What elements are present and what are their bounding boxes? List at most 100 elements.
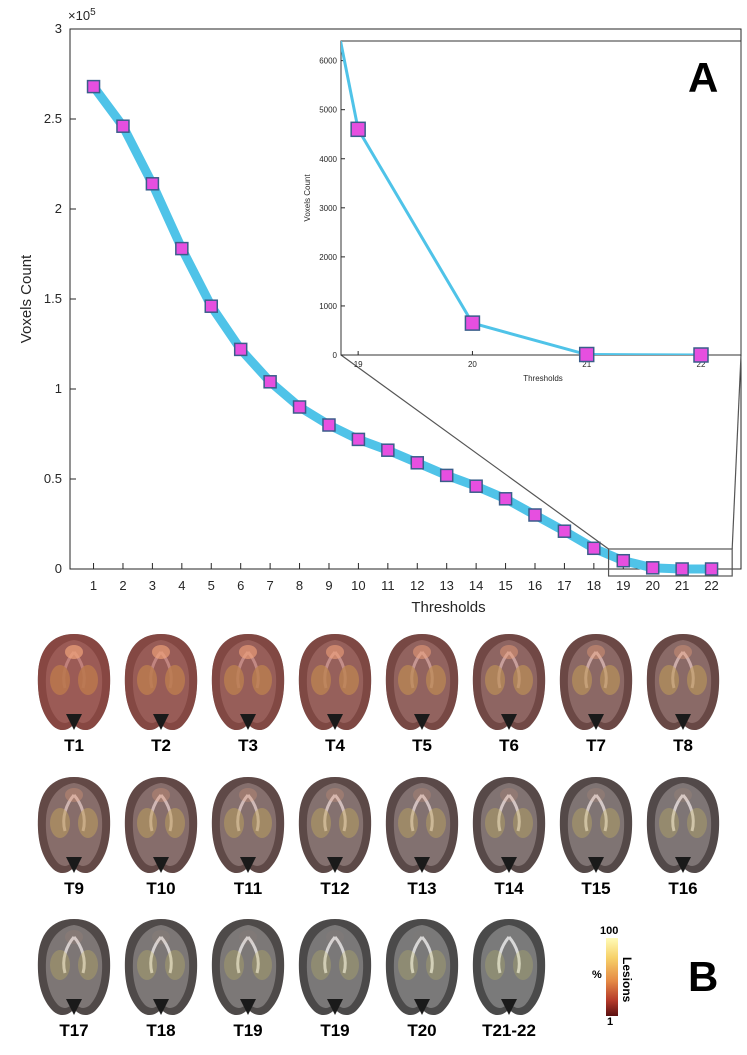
brain-slice-image [559, 777, 633, 874]
lesion-region-right [252, 808, 272, 838]
lesion-overlay [559, 634, 633, 731]
lesion-overlay [124, 919, 198, 1016]
frontal-lesion [326, 930, 344, 944]
y-tick-label: 0.5 [44, 471, 62, 486]
brain-thumbnail: T11 [205, 773, 291, 901]
frontal-lesion [587, 645, 605, 659]
thumbnail-label: T7 [586, 736, 606, 755]
gray-matter [480, 783, 538, 866]
colorbar-min-label: 1 [607, 1016, 614, 1028]
y-exponent-label: ×105 [68, 7, 96, 23]
data-point [175, 241, 189, 256]
x-tick-label: 11 [381, 578, 395, 593]
lesion-overlay [385, 634, 459, 731]
brainstem [66, 857, 82, 873]
frontal-lesion [152, 788, 170, 802]
lesion-region-right [600, 665, 620, 695]
lesion-region-left [398, 808, 418, 838]
data-point [86, 79, 101, 94]
frontal-lesion [65, 788, 83, 802]
lesion-overlay [298, 634, 372, 731]
brain-slice-image [124, 919, 198, 1016]
y-tick-label: 2 [55, 201, 62, 216]
brain-thumbnail: T15 [553, 773, 639, 901]
brainstem [501, 857, 517, 873]
ventricles [149, 794, 173, 832]
lesion-region-left [137, 808, 157, 838]
x-tick-label: 21 [675, 578, 689, 593]
thumbnail-label: T1 [64, 736, 84, 755]
brain-thumbnail: T14 [466, 773, 552, 901]
data-point [351, 432, 366, 447]
gray-matter [132, 783, 190, 866]
brainstem [240, 714, 256, 730]
gray-matter [219, 925, 277, 1008]
x-axis-title: Thresholds [411, 599, 485, 616]
brainstem [501, 999, 517, 1015]
zoom-box [607, 548, 733, 577]
x-tick-label: 7 [267, 578, 274, 593]
x-tick-label: 19 [616, 578, 630, 593]
thumbnail-label: T10 [146, 879, 176, 898]
ventricles [236, 936, 260, 974]
inset-data-point [693, 347, 709, 363]
lesion-overlay [472, 777, 546, 874]
brain-slice-image [211, 634, 285, 731]
lesion-colorbar: 100 % Lesions 1 [590, 925, 670, 1028]
brainstem [153, 999, 169, 1015]
lesion-region-right [426, 808, 446, 838]
data-point [439, 468, 454, 483]
inset-y-tick-label: 4000 [319, 155, 337, 164]
brain-thumbnail: T12 [292, 773, 378, 901]
x-tick-label: 22 [704, 578, 718, 593]
brain-thumbnail: T21-22 [466, 915, 552, 1043]
inset-plot-area: 0 1000 2000 3000 4000 5000 6000 19 20 21 22 Thresho… [303, 40, 742, 383]
brain-slice-image [298, 919, 372, 1016]
lesion-region-left [50, 950, 70, 980]
thumbnail-label: T16 [668, 879, 698, 898]
thumbnail-label: T15 [581, 879, 611, 898]
x-tick-label: 16 [528, 578, 542, 593]
thumbnail-label: T17 [59, 1021, 89, 1040]
brain-thumbnail: T4 [292, 630, 378, 758]
brain-thumbnail: T7 [553, 630, 639, 758]
ventricles [584, 794, 608, 832]
colorbar-max-label: 100 [600, 925, 619, 937]
lesion-region-left [50, 808, 70, 838]
y-tick-label: 1 [55, 381, 62, 396]
lesion-overlay [124, 634, 198, 731]
y-tick-label: 0 [55, 561, 62, 576]
data-point [587, 541, 601, 556]
connector-line-left [340, 354, 609, 550]
brain-slice-image [211, 777, 285, 874]
inset-y-tick-label: 1000 [319, 302, 337, 311]
thumbnail-label: T14 [494, 879, 524, 898]
data-point [557, 524, 572, 538]
brain-slice-image [472, 919, 546, 1016]
brain-thumbnail: T9 [31, 773, 117, 901]
brain-slice-image [37, 634, 111, 731]
thumbnail-label: T8 [673, 736, 693, 755]
inset-x-tick-label: 21 [582, 360, 591, 369]
x-tick-label: 14 [469, 578, 483, 593]
gray-matter [306, 925, 364, 1008]
colorbar-gradient [606, 938, 618, 1016]
brain-slice-image [385, 634, 459, 731]
frontal-lesion [500, 645, 518, 659]
brainstem [153, 714, 169, 730]
ventricles [236, 794, 260, 832]
inset-x-tick-label: 22 [697, 360, 706, 369]
inset-data-point [350, 121, 366, 138]
colorbar-title: Lesions [620, 957, 634, 1003]
inset-y-tick-label: 6000 [319, 57, 337, 66]
panel-label-a: A [688, 54, 718, 101]
ventricles [497, 936, 521, 974]
lesion-region-right [252, 950, 272, 980]
connector-line-right [731, 354, 742, 550]
brain-thumbnail: T2 [118, 630, 204, 758]
panel-label-b: B [688, 953, 719, 1000]
gray-matter [567, 783, 625, 866]
inset-y-tick-label: 0 [333, 351, 338, 360]
x-tick-label: 6 [237, 578, 244, 593]
